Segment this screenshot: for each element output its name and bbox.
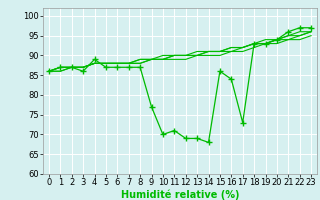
X-axis label: Humidité relative (%): Humidité relative (%): [121, 190, 239, 200]
